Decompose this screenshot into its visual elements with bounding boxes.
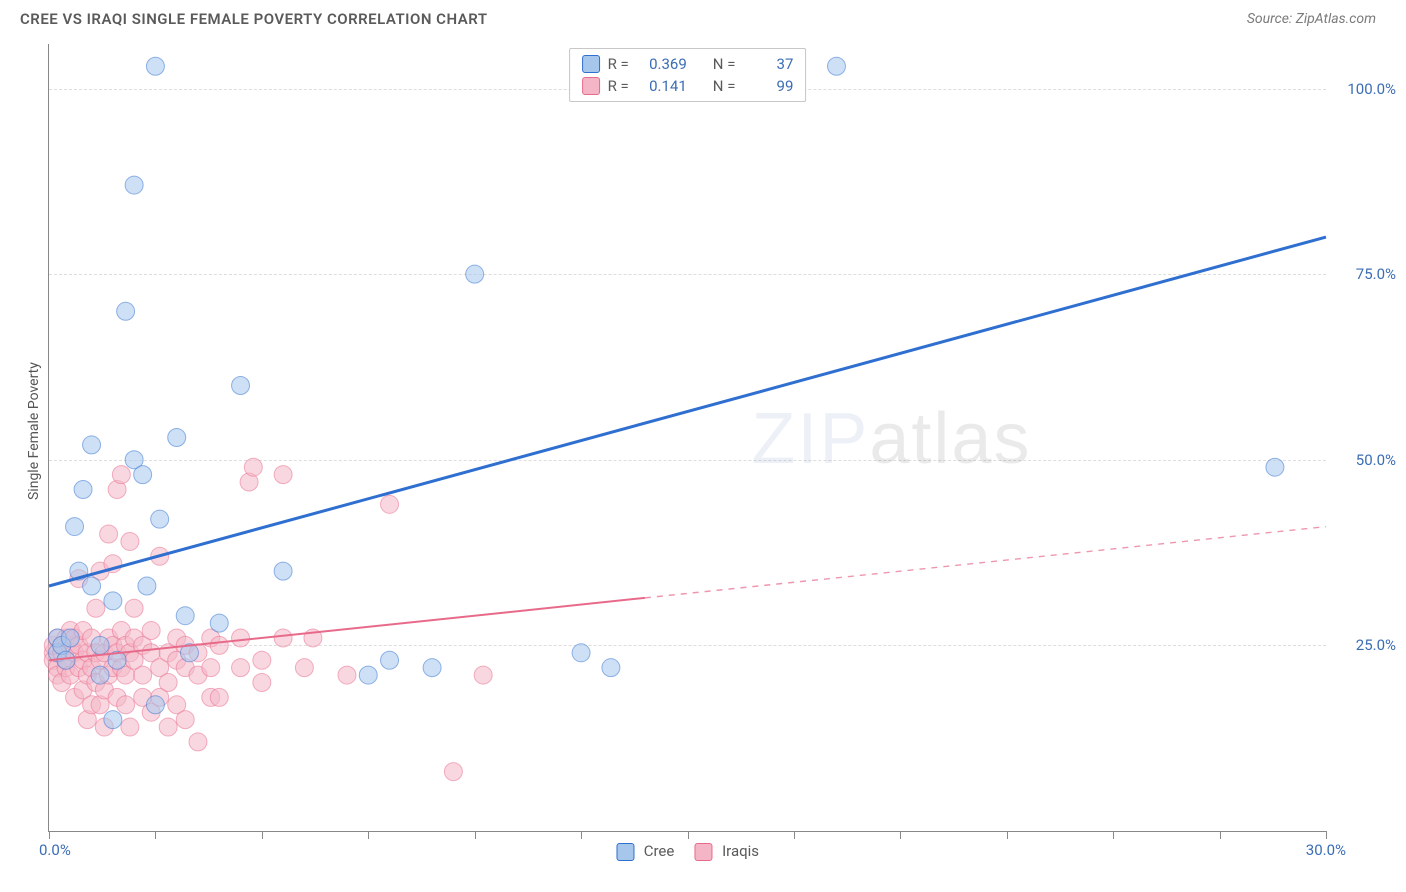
- y-tick-label: 50.0%: [1336, 451, 1396, 469]
- chart-container: ZIPatlas R = 0.369 N = 37 R = 0.141 N = …: [48, 44, 1326, 832]
- y-tick-label: 25.0%: [1336, 636, 1396, 654]
- legend-correlation: R = 0.369 N = 37 R = 0.141 N = 99: [569, 48, 807, 102]
- chart-title: CREE VS IRAQI SINGLE FEMALE POVERTY CORR…: [20, 10, 488, 28]
- legend-item-iraqis: Iraqis: [694, 842, 759, 861]
- y-tick-label: 75.0%: [1336, 265, 1396, 283]
- y-axis-label: Single Female Poverty: [26, 362, 42, 500]
- legend-swatch-cree-icon: [616, 843, 634, 861]
- plot-area: ZIPatlas R = 0.369 N = 37 R = 0.141 N = …: [48, 44, 1326, 832]
- x-axis-max: 30.0%: [1306, 841, 1346, 859]
- legend-item-cree: Cree: [616, 842, 674, 861]
- header: CREE VS IRAQI SINGLE FEMALE POVERTY CORR…: [0, 0, 1406, 34]
- source-label: Source: ZipAtlas.com: [1247, 11, 1376, 27]
- legend-row-iraqis: R = 0.141 N = 99: [582, 75, 794, 97]
- y-tick-label: 100.0%: [1336, 80, 1396, 98]
- scatter-svg: [49, 44, 1326, 831]
- legend-series: Cree Iraqis: [616, 842, 759, 861]
- legend-swatch-iraqis-icon: [694, 843, 712, 861]
- legend-swatch-iraqis: [582, 77, 600, 95]
- x-axis-min: 0.0%: [39, 841, 71, 859]
- legend-row-cree: R = 0.369 N = 37: [582, 53, 794, 75]
- legend-swatch-cree: [582, 55, 600, 73]
